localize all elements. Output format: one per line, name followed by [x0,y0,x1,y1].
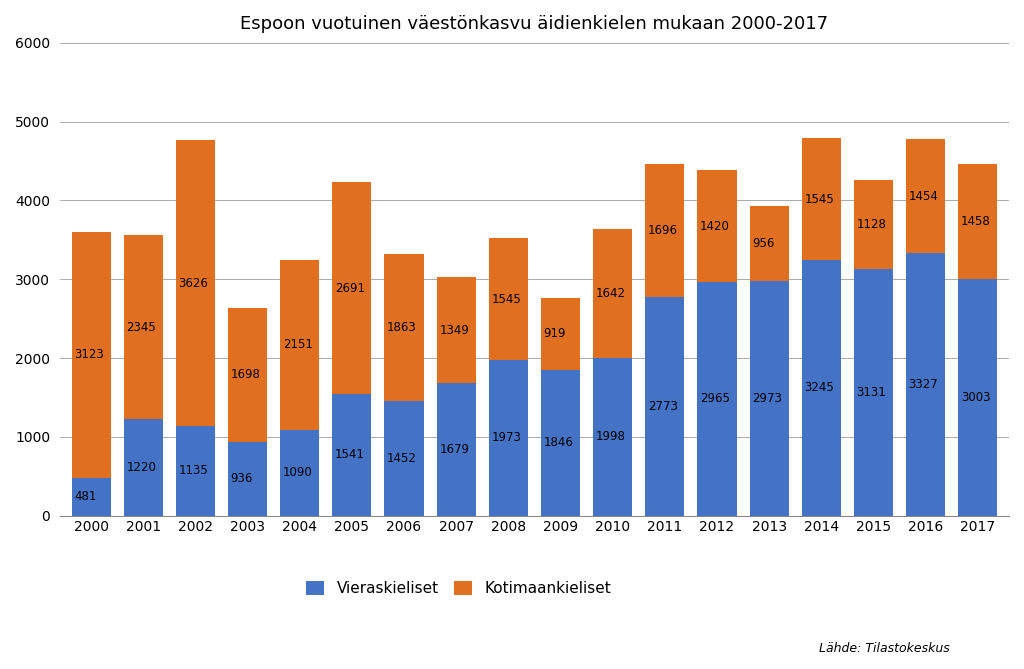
Bar [281,429,319,516]
Text: 1696: 1696 [648,224,678,237]
Bar [72,231,111,478]
Legend: Vieraskieliset, Kotimaankieliset: Vieraskieliset, Kotimaankieliset [300,575,617,603]
Bar [281,260,319,429]
Text: 1998: 1998 [596,430,626,444]
Text: 1541: 1541 [335,448,365,462]
Bar [802,260,841,516]
Bar [802,138,841,260]
Bar [333,394,372,516]
Bar [958,164,997,279]
Text: 2151: 2151 [283,339,312,351]
Text: 3123: 3123 [74,348,104,361]
Text: 1642: 1642 [596,287,626,300]
Bar [176,426,215,516]
Bar [124,235,163,419]
Title: Espoon vuotuinen väestönkasvu äidienkielen mukaan 2000-2017: Espoon vuotuinen väestönkasvu äidienkiel… [241,15,828,33]
Bar [488,238,528,360]
Text: 3131: 3131 [856,386,886,399]
Bar [488,360,528,516]
Bar [697,282,736,516]
Bar [697,170,736,282]
Bar [645,163,684,297]
Text: 1349: 1349 [439,324,469,337]
Bar [228,442,267,516]
Text: 1698: 1698 [230,369,260,381]
Text: 2973: 2973 [753,392,782,405]
Bar [854,269,893,516]
Text: 1220: 1220 [126,461,157,474]
Bar [124,419,163,516]
Text: 481: 481 [74,490,96,503]
Bar [593,229,632,358]
Bar [750,282,788,516]
Text: 1454: 1454 [908,190,938,203]
Text: 2345: 2345 [126,320,156,334]
Text: 1090: 1090 [283,466,312,479]
Text: 1128: 1128 [856,218,887,231]
Text: 1135: 1135 [178,464,208,478]
Bar [436,383,476,516]
Bar [176,140,215,426]
Text: 2773: 2773 [648,400,678,413]
Bar [593,358,632,516]
Bar [541,298,580,370]
Bar [436,277,476,383]
Text: 3626: 3626 [178,277,208,290]
Text: 1458: 1458 [961,215,990,228]
Text: Lähde: Tilastokeskus: Lähde: Tilastokeskus [819,642,950,655]
Bar [72,478,111,516]
Bar [750,206,788,282]
Bar [228,308,267,442]
Text: 1420: 1420 [700,219,730,233]
Text: 3003: 3003 [961,391,990,404]
Text: 2691: 2691 [335,282,365,294]
Bar [384,401,424,516]
Bar [333,182,372,394]
Bar [906,139,945,254]
Text: 1973: 1973 [492,432,521,444]
Text: 2965: 2965 [700,392,730,405]
Bar [645,297,684,516]
Bar [854,180,893,269]
Bar [906,254,945,516]
Text: 956: 956 [753,237,774,250]
Text: 3327: 3327 [908,378,938,391]
Text: 1679: 1679 [439,443,469,456]
Text: 1846: 1846 [544,436,573,450]
Text: 1545: 1545 [804,193,835,205]
Text: 1863: 1863 [387,321,417,334]
Bar [541,370,580,516]
Text: 1452: 1452 [387,452,417,465]
Bar [384,254,424,401]
Bar [958,279,997,516]
Text: 1545: 1545 [492,293,521,306]
Text: 3245: 3245 [804,381,835,394]
Text: 936: 936 [230,472,253,485]
Text: 919: 919 [544,327,566,341]
